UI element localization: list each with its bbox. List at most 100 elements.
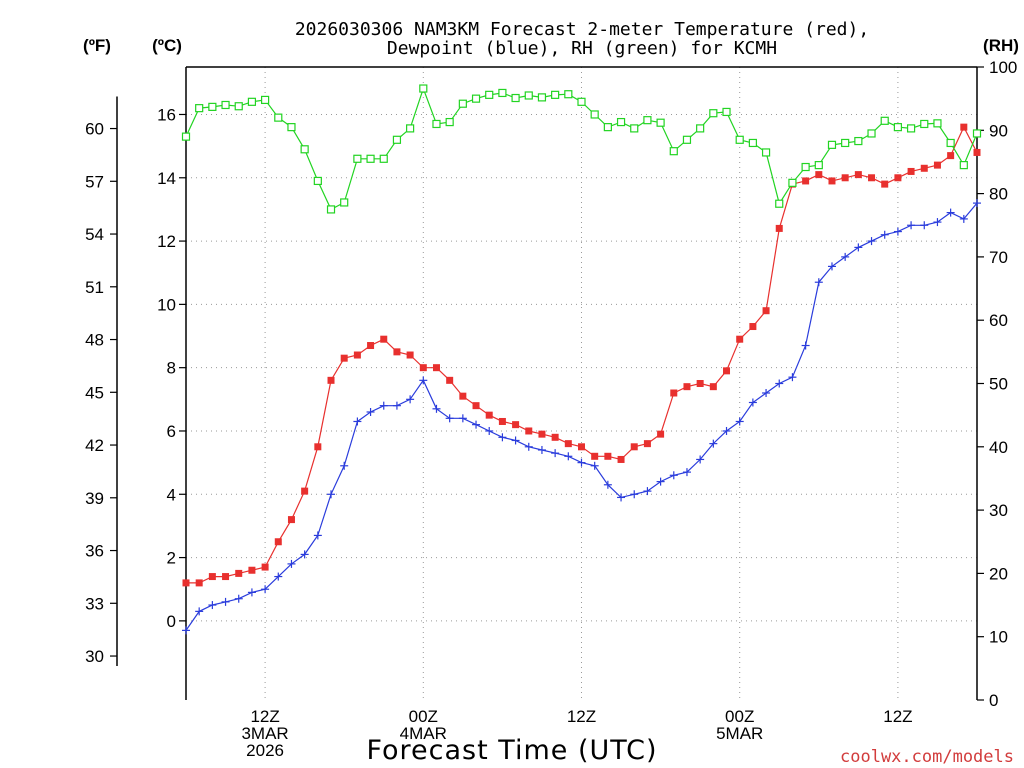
grid-layer <box>186 67 977 700</box>
rh-point <box>827 140 837 149</box>
dewpoint-point <box>261 585 270 594</box>
2-meter-temperature-point <box>301 487 309 495</box>
2-meter-temperature-point <box>472 402 480 410</box>
rh-point <box>735 135 744 144</box>
dewpoint-point <box>827 262 836 271</box>
2-meter-temperature-point <box>815 171 823 179</box>
dewpoint-point <box>722 426 731 435</box>
dewpoint-point <box>577 458 586 467</box>
rh-point <box>234 102 243 111</box>
2-meter-temperature-point <box>419 364 427 372</box>
x-tick-label: 00Z <box>725 707 754 726</box>
rh-point <box>181 132 191 141</box>
2-meter-temperature-point <box>802 177 810 185</box>
2-meter-temperature-point <box>195 579 203 587</box>
rh-tick-label: 90 <box>989 121 1008 140</box>
2-meter-temperature-point <box>512 421 520 429</box>
dewpoint-point <box>735 417 744 426</box>
rh-point <box>498 88 507 98</box>
dewpoint-point <box>788 373 797 382</box>
dewpoint-point <box>432 404 441 413</box>
2-meter-temperature-point <box>933 161 941 169</box>
rh-point <box>537 93 547 102</box>
2-meter-temperature-point <box>353 351 361 359</box>
2-meter-temperature-point <box>380 335 388 343</box>
2-meter-temperature-point <box>446 376 454 384</box>
celsius-tick-label: 0 <box>167 612 176 631</box>
dewpoint-point <box>854 243 863 252</box>
fahrenheit-tick-label: 45 <box>85 383 104 402</box>
rh-point <box>471 94 481 103</box>
2-meter-temperature-point <box>907 167 915 175</box>
dewpoint-point <box>841 252 850 261</box>
fahrenheit-tick-label: 39 <box>85 489 104 508</box>
rh-point <box>643 116 652 125</box>
x-tick-label: 12Z <box>567 707 596 726</box>
dewpoint-point <box>630 490 639 499</box>
2-meter-temperature-point <box>775 224 783 232</box>
2-meter-temperature-point <box>459 392 467 400</box>
2-meter-temperature-point <box>736 335 744 343</box>
2-meter-temperature-point <box>340 354 348 362</box>
2-meter-temperature-point <box>841 174 849 182</box>
dewpoint-point <box>814 278 823 287</box>
rh-point <box>432 119 441 129</box>
rh-point <box>603 123 612 132</box>
dewpoint-point <box>182 626 190 635</box>
celsius-tick-label: 14 <box>157 169 176 188</box>
rh-point <box>656 118 665 127</box>
2-meter-temperature-point <box>498 417 506 425</box>
2-meter-temperature-point <box>973 148 981 156</box>
dewpoint-point <box>617 493 626 502</box>
dewpoint-point <box>485 426 494 435</box>
2-meter-temperature-point <box>367 342 375 350</box>
2-meter-temperature-point <box>604 452 612 460</box>
rh-point <box>577 97 586 106</box>
dewpoint-point <box>353 417 362 426</box>
dewpoint-point <box>208 601 217 610</box>
fahrenheit-tick-label: 51 <box>85 278 104 297</box>
2-meter-temperature-point <box>182 579 190 587</box>
dewpoint-point <box>762 388 771 397</box>
rh-point <box>801 162 810 172</box>
dewpoint-point <box>498 433 507 442</box>
2-meter-temperature-point <box>578 443 585 451</box>
dewpoint-point <box>907 221 916 230</box>
rh-tick-label: 20 <box>989 564 1008 583</box>
dewpoint-point <box>933 218 942 227</box>
dewpoint-point <box>392 401 401 410</box>
2-meter-temperature-point <box>393 348 401 356</box>
rh-point <box>814 161 823 170</box>
rh-point <box>485 90 494 99</box>
rh-point <box>300 145 309 154</box>
2-meter-temperature-point <box>525 427 533 435</box>
rh-point <box>709 109 718 118</box>
fahrenheit-tick-label: 57 <box>85 172 104 191</box>
2-meter-temperature-point <box>723 367 731 375</box>
dewpoint-point <box>801 341 810 350</box>
2-meter-temperature-point <box>617 455 625 463</box>
2-meter-temperature-line <box>186 125 978 584</box>
2-meter-temperature-point <box>947 152 955 160</box>
rh-point <box>616 117 626 127</box>
dewpoint-point <box>709 439 718 448</box>
x-tick-label: 00Z <box>409 707 438 726</box>
rh-point <box>419 84 428 93</box>
dewpoint-point <box>590 461 599 470</box>
rh-point <box>933 119 942 128</box>
rh-tick-label: 40 <box>989 438 1008 457</box>
2-meter-temperature-point <box>657 430 665 438</box>
x-tick-label: 4MAR <box>400 724 447 743</box>
2-meter-temperature-point <box>854 171 862 179</box>
celsius-tick-label: 4 <box>167 485 176 504</box>
2-meter-temperature-point <box>960 123 968 131</box>
rh-point <box>313 176 322 186</box>
rh-tick-label: 30 <box>989 501 1008 520</box>
rh-tick-label: 60 <box>989 311 1008 330</box>
rh-tick-label: 50 <box>989 375 1008 394</box>
rh-point <box>195 104 204 113</box>
dewpoint-point <box>379 401 388 410</box>
2-meter-temperature-point <box>222 573 230 581</box>
dewpoint-point <box>946 208 955 217</box>
rh-point <box>748 138 757 148</box>
